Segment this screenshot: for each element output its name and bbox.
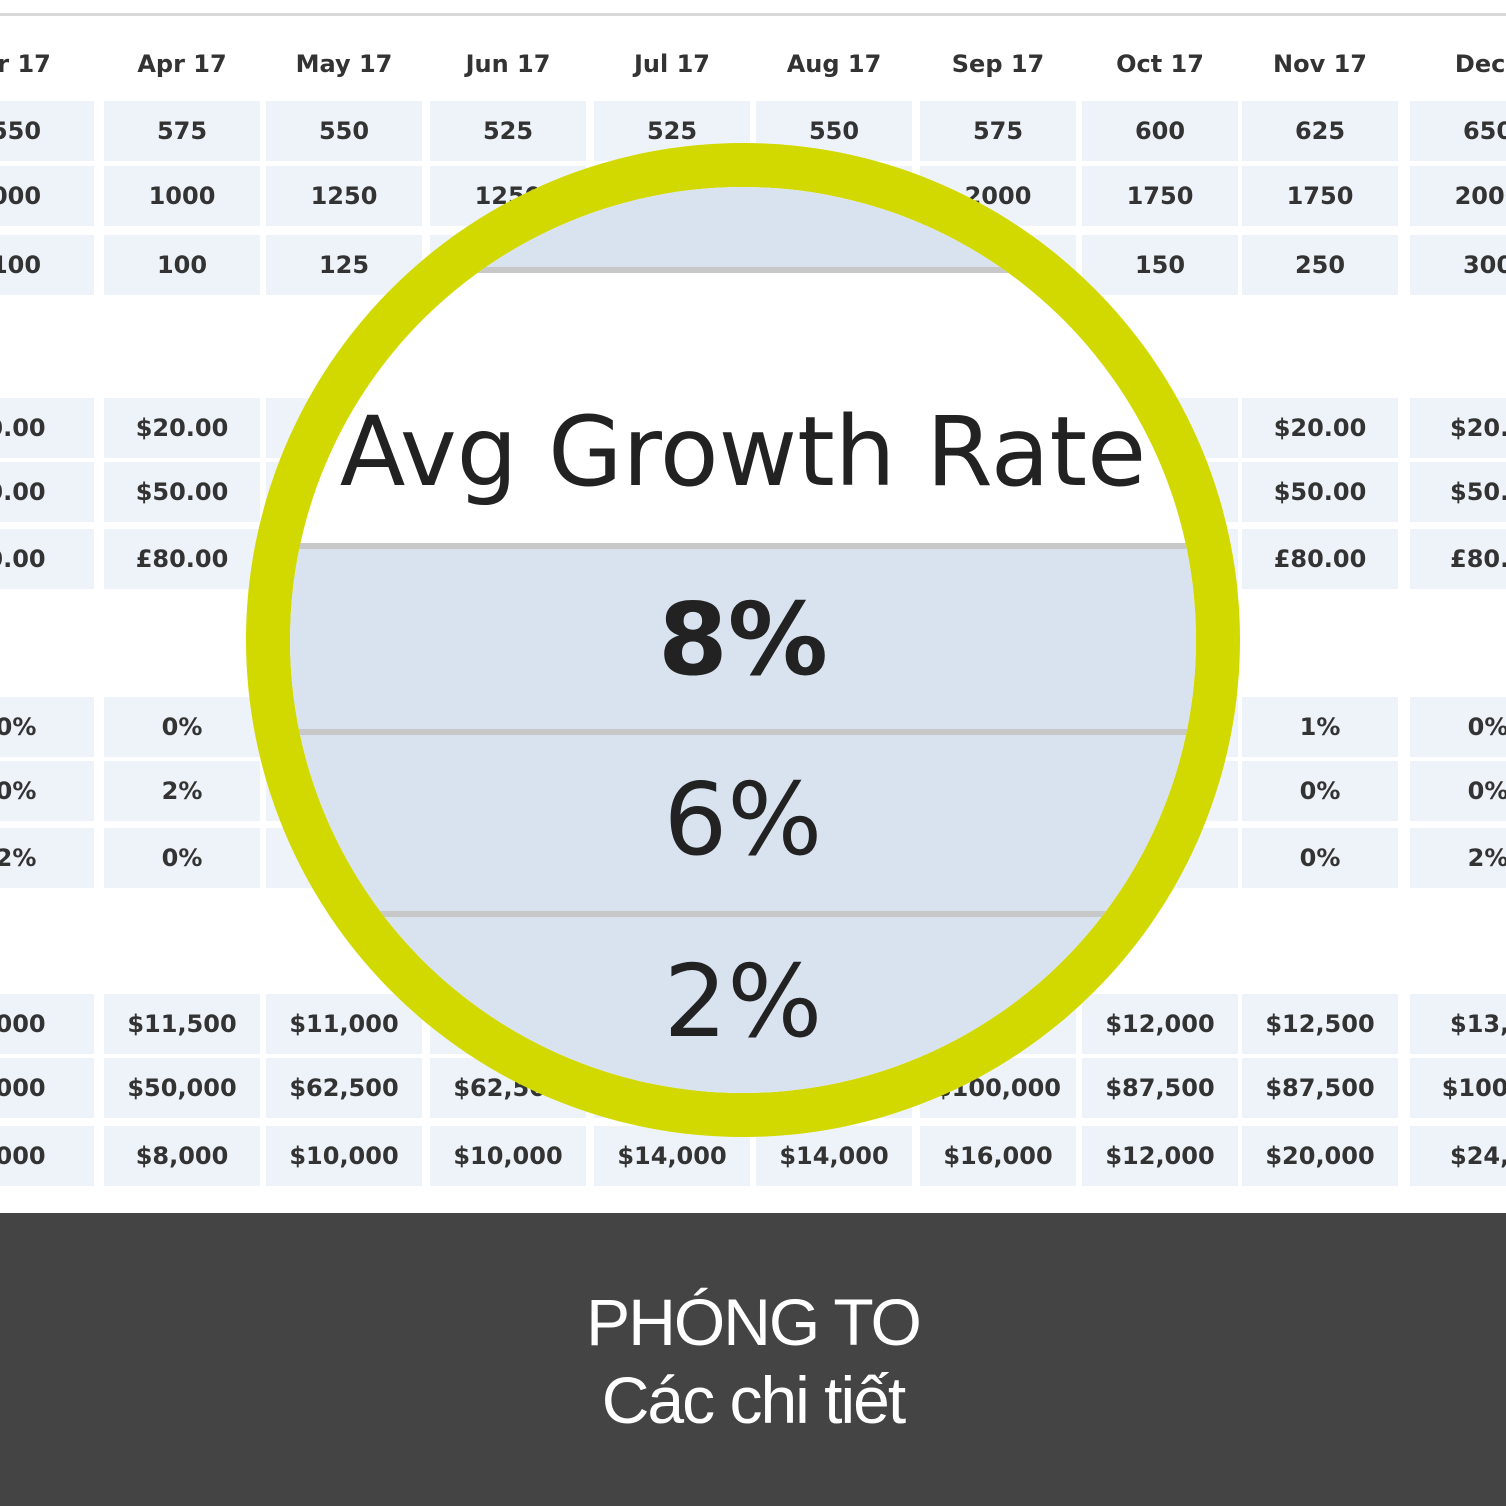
caption-line-2: Các chi tiết (601, 1363, 906, 1437)
table-cell[interactable]: 000 (0, 166, 94, 226)
table-cell[interactable]: $20.0 (1410, 398, 1506, 458)
table-cell[interactable]: 250 (1242, 235, 1398, 295)
magnifier-row-band (290, 917, 1196, 1093)
table-cell[interactable]: 100 (0, 235, 94, 295)
table-cell[interactable]: $14,000 (756, 1126, 912, 1186)
table-cell[interactable]: 0.00 (0, 398, 94, 458)
magnifier-value-2: 6% (663, 761, 823, 878)
table-cell[interactable]: 550 (266, 101, 422, 161)
table-cell[interactable]: 300 (1410, 235, 1506, 295)
table-cell[interactable]: $24,0 (1410, 1126, 1506, 1186)
magnifier-band-top (290, 187, 1196, 269)
column-header: ar 17 (0, 50, 51, 78)
table-cell[interactable]: 0% (1410, 697, 1506, 757)
magnifier-separator (290, 729, 1196, 735)
table-cell[interactable]: $100,0 (1410, 1058, 1506, 1118)
magnifier-separator (290, 911, 1196, 917)
table-cell[interactable]: $50.0 (1410, 462, 1506, 522)
table-cell[interactable]: 0% (104, 828, 260, 888)
column-header: May 17 (295, 50, 393, 78)
column-header: Sep 17 (951, 50, 1045, 78)
table-cell[interactable]: 2% (1410, 828, 1506, 888)
table-cell[interactable]: 0% (104, 697, 260, 757)
magnifier-separator (290, 267, 1196, 273)
table-cell[interactable]: 550 (0, 101, 94, 161)
table-cell[interactable]: $11,500 (104, 994, 260, 1054)
table-cell[interactable]: $20.00 (104, 398, 260, 458)
magnifier-value-3: 2% (663, 943, 823, 1060)
column-header: Oct 17 (1116, 50, 1204, 78)
table-cell[interactable]: 0.00 (0, 462, 94, 522)
table-cell[interactable]: $20,000 (1242, 1126, 1398, 1186)
magnifier-value-1: 8% (658, 581, 828, 698)
table-cell[interactable]: $50,000 (104, 1058, 260, 1118)
table-cell[interactable]: 600 (1082, 101, 1238, 161)
table-top-border (0, 13, 1506, 16)
table-cell[interactable]: 525 (430, 101, 586, 161)
table-cell[interactable]: $20.00 (1242, 398, 1398, 458)
column-header: Dec ' (1454, 50, 1506, 78)
table-cell[interactable]: 1000 (104, 166, 260, 226)
table-cell[interactable]: 0% (0, 697, 94, 757)
table-cell[interactable]: 575 (104, 101, 260, 161)
table-cell[interactable]: $16,000 (920, 1126, 1076, 1186)
magnifier-row-band (290, 549, 1196, 731)
table-cell[interactable]: 575 (920, 101, 1076, 161)
table-cell[interactable]: $50.00 (104, 462, 260, 522)
table-cell[interactable]: $87,500 (1242, 1058, 1398, 1118)
column-header: Nov 17 (1273, 50, 1367, 78)
table-cell[interactable]: 0% (1242, 761, 1398, 821)
table-cell[interactable]: $12,000 (1082, 1126, 1238, 1186)
magnifier-row-band (290, 735, 1196, 911)
table-cell[interactable]: $13,0 (1410, 994, 1506, 1054)
column-header: Jun 17 (465, 50, 551, 78)
table-cell[interactable]: $50.00 (1242, 462, 1398, 522)
column-header: Apr 17 (137, 50, 227, 78)
table-cell[interactable]: £80.0 (1410, 529, 1506, 589)
table-cell[interactable]: $12,500 (1242, 994, 1398, 1054)
table-cell[interactable]: 650 (1410, 101, 1506, 161)
table-cell[interactable]: 1750 (1242, 166, 1398, 226)
magnifier-title: Avg Growth Rate (339, 396, 1147, 508)
table-cell[interactable]: $10,000 (430, 1126, 586, 1186)
table-cell[interactable]: 0% (0, 761, 94, 821)
table-cell[interactable]: ,000 (0, 1058, 94, 1118)
table-cell[interactable]: £80.00 (1242, 529, 1398, 589)
table-cell[interactable]: 625 (1242, 101, 1398, 161)
table-cell[interactable]: $8,000 (104, 1126, 260, 1186)
table-cell[interactable]: 100 (104, 235, 260, 295)
magnifier-lens: Avg Growth Rate 8% 6% 2% (290, 187, 1196, 1093)
table-cell[interactable]: ,000 (0, 994, 94, 1054)
caption-banner: PHÓNG TO Các chi tiết (0, 1213, 1506, 1506)
caption-line-1: PHÓNG TO (586, 1285, 922, 1359)
table-cell[interactable]: $10,000 (266, 1126, 422, 1186)
table-cell[interactable]: 0.00 (0, 529, 94, 589)
column-header: Aug 17 (786, 50, 882, 78)
table-cell[interactable]: 2% (0, 828, 94, 888)
magnifier-separator (290, 543, 1196, 549)
table-cell[interactable]: 1% (1242, 697, 1398, 757)
table-cell[interactable]: 2% (104, 761, 260, 821)
table-cell[interactable]: 0% (1410, 761, 1506, 821)
table-cell[interactable]: ,000 (0, 1126, 94, 1186)
table-cell[interactable]: £80.00 (104, 529, 260, 589)
column-header: Jul 17 (634, 50, 710, 78)
table-cell[interactable]: 0% (1242, 828, 1398, 888)
